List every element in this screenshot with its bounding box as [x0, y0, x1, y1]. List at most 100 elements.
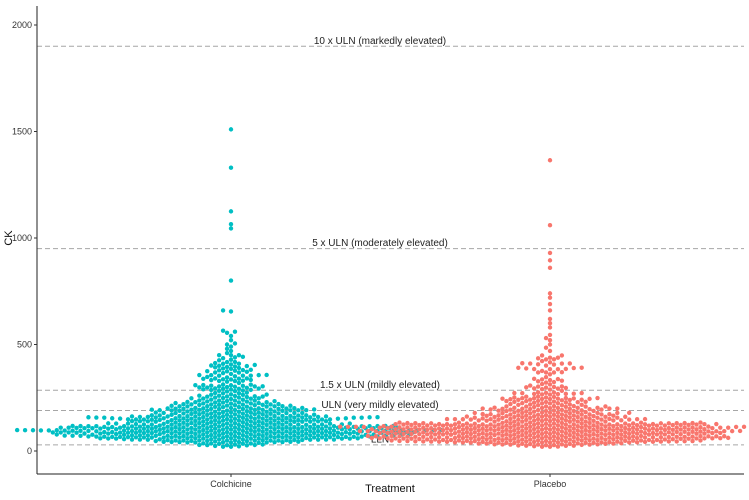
data-point: [209, 406, 214, 412]
data-point: [429, 439, 434, 444]
data-point: [587, 406, 592, 412]
data-point: [535, 356, 541, 361]
data-point: [209, 363, 214, 368]
data-point: [189, 411, 194, 417]
data-point: [484, 437, 489, 442]
data-point: [98, 436, 103, 441]
data-point: [212, 409, 218, 414]
data-point: [189, 420, 194, 426]
data-point: [444, 430, 450, 436]
data-point: [288, 422, 293, 427]
data-point: [240, 419, 246, 425]
data-point: [650, 426, 656, 431]
data-point: [535, 416, 541, 422]
data-point: [460, 435, 466, 441]
data-point: [524, 430, 529, 436]
data-point: [456, 429, 462, 434]
data-point: [508, 437, 513, 443]
data-point: [504, 423, 509, 428]
data-point: [288, 413, 293, 419]
data-point: [516, 421, 521, 427]
data-point: [189, 434, 194, 439]
data-point: [193, 440, 198, 445]
data-point: [535, 379, 541, 384]
data-point: [599, 435, 604, 441]
data-point: [531, 404, 537, 410]
data-point: [504, 414, 509, 419]
data-point: [619, 423, 624, 429]
data-point: [292, 424, 297, 430]
data-point: [698, 425, 703, 430]
data-point: [129, 424, 135, 429]
data-point: [591, 413, 596, 419]
data-point: [706, 429, 711, 434]
data-point: [551, 425, 557, 431]
data-point: [228, 309, 234, 314]
data-point: [149, 430, 154, 436]
data-point: [102, 434, 107, 439]
data-point: [268, 425, 273, 430]
data-point: [264, 440, 269, 445]
data-point: [690, 438, 695, 444]
data-point: [389, 424, 394, 429]
data-point: [145, 433, 151, 438]
data-point: [516, 430, 521, 435]
data-point: [181, 429, 186, 434]
data-point: [658, 439, 664, 444]
data-point: [177, 413, 182, 419]
data-point: [599, 426, 604, 432]
data-point: [240, 415, 246, 421]
data-point: [304, 408, 309, 413]
data-point: [551, 421, 557, 426]
data-point: [331, 428, 337, 433]
data-point: [666, 425, 671, 431]
data-point: [571, 413, 576, 418]
data-point: [575, 405, 580, 410]
y-tick-label: 1000: [12, 233, 32, 243]
data-point: [547, 392, 553, 397]
data-point: [488, 426, 493, 432]
data-point: [300, 437, 305, 443]
data-point: [197, 407, 202, 413]
data-point: [432, 432, 438, 437]
data-point: [456, 424, 462, 430]
data-point: [197, 438, 202, 443]
data-point: [181, 406, 186, 411]
data-point: [240, 388, 246, 393]
data-point: [284, 410, 289, 416]
data-point: [264, 435, 269, 441]
data-point: [484, 428, 489, 433]
data-point: [86, 428, 91, 434]
data-point: [94, 424, 99, 429]
data-point: [185, 418, 190, 423]
data-point: [137, 414, 143, 420]
data-point: [444, 416, 450, 422]
data-point: [650, 430, 656, 436]
data-point: [559, 420, 565, 426]
data-point: [228, 127, 234, 132]
data-point: [228, 387, 234, 392]
data-point: [110, 429, 115, 435]
data-point: [14, 427, 20, 433]
data-point: [559, 429, 565, 434]
data-point: [662, 427, 668, 433]
data-point: [311, 426, 317, 432]
data-point: [583, 440, 588, 446]
data-point: [66, 425, 71, 430]
data-point: [177, 418, 182, 423]
data-point: [240, 437, 246, 442]
data-point: [603, 404, 608, 409]
data-point: [244, 390, 250, 395]
reference-line-label: 5 x ULN (moderately elevated): [312, 238, 448, 249]
data-point: [480, 439, 485, 445]
data-point: [248, 387, 253, 393]
data-point: [698, 438, 703, 443]
data-point: [413, 429, 418, 435]
data-point: [595, 429, 600, 434]
data-point: [543, 374, 549, 380]
data-point: [205, 421, 210, 426]
data-point: [224, 342, 230, 347]
data-point: [623, 425, 628, 431]
data-point: [559, 384, 565, 389]
data-point: [555, 386, 561, 391]
